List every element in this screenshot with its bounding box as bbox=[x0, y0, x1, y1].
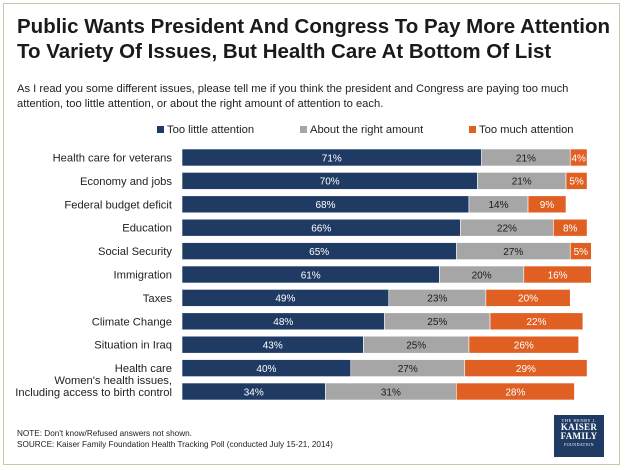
legend-swatch-1 bbox=[157, 126, 164, 133]
bar-segment bbox=[464, 359, 588, 377]
bar-segment bbox=[553, 218, 588, 237]
data-label: 27% bbox=[503, 247, 523, 258]
data-label: 25% bbox=[406, 341, 426, 352]
chart-subtitle: As I read you some different issues, ple… bbox=[17, 83, 569, 110]
category-label: Federal budget deficit bbox=[64, 199, 172, 211]
data-label: 21% bbox=[512, 177, 532, 188]
data-label: 22% bbox=[497, 224, 517, 235]
data-label: 43% bbox=[263, 341, 283, 352]
bar-segment bbox=[523, 265, 592, 284]
data-label: 21% bbox=[516, 153, 536, 164]
bar-segment bbox=[565, 172, 588, 190]
data-label: 20% bbox=[472, 270, 492, 281]
data-label: 71% bbox=[322, 153, 342, 164]
data-label: 49% bbox=[275, 294, 295, 305]
logo-line-2: KAISER bbox=[560, 422, 598, 432]
data-label: 22% bbox=[526, 317, 546, 328]
category-label: Health care bbox=[115, 363, 172, 375]
bar-segment bbox=[569, 242, 592, 260]
legend-label-1: Too little attention bbox=[167, 124, 254, 136]
kff-logo: THE HENRY J. KAISER FAMILY FOUNDATION bbox=[554, 415, 604, 457]
stacked-bar-chart: Too little attention About the right amou… bbox=[15, 124, 592, 401]
bar-segment bbox=[455, 382, 575, 401]
data-label: 20% bbox=[518, 294, 538, 305]
data-label: 26% bbox=[514, 341, 534, 352]
bar-segment bbox=[527, 195, 567, 214]
data-label: 34% bbox=[244, 387, 264, 398]
legend-label-2: About the right amount bbox=[310, 124, 424, 136]
data-label: 29% bbox=[516, 364, 536, 375]
category-label: Health care for veterans bbox=[53, 153, 173, 165]
logo-line-3: FAMILY bbox=[560, 431, 598, 441]
legend-swatch-3 bbox=[469, 126, 476, 133]
data-label: 70% bbox=[320, 177, 340, 188]
data-label: 8% bbox=[563, 224, 578, 235]
data-label: 5% bbox=[574, 247, 589, 258]
category-label: Social Security bbox=[98, 246, 172, 258]
category-label: Education bbox=[122, 223, 172, 235]
category-label: Economy and jobs bbox=[80, 176, 172, 188]
data-label: 27% bbox=[398, 364, 418, 375]
logo-line-4: FOUNDATION bbox=[564, 442, 594, 447]
data-label: 48% bbox=[273, 317, 293, 328]
bar-segment bbox=[485, 289, 571, 307]
data-label: 16% bbox=[548, 270, 568, 281]
data-label: 40% bbox=[256, 364, 276, 375]
data-label: 4% bbox=[571, 153, 586, 164]
data-label: 65% bbox=[309, 247, 329, 258]
category-label: Including access to birth control bbox=[15, 387, 172, 399]
data-label: 66% bbox=[311, 224, 331, 235]
data-label: 23% bbox=[427, 294, 447, 305]
legend-label-3: Too much attention bbox=[479, 124, 574, 136]
category-label: Women's health issues, bbox=[54, 375, 172, 387]
category-label: Immigration bbox=[114, 270, 172, 282]
chart-title: Public Wants President And Congress To P… bbox=[17, 15, 611, 63]
data-label: 25% bbox=[427, 317, 447, 328]
bar-segment bbox=[468, 335, 579, 354]
data-label: 14% bbox=[488, 200, 508, 211]
category-label: Taxes bbox=[143, 293, 173, 305]
category-label: Situation in Iraq bbox=[94, 340, 172, 352]
legend-swatch-2 bbox=[300, 126, 307, 133]
data-label: 31% bbox=[381, 387, 401, 398]
data-label: 68% bbox=[315, 200, 335, 211]
data-label: 61% bbox=[301, 270, 321, 281]
chart-footer: NOTE: Don't know/Refused answers not sho… bbox=[17, 428, 333, 450]
data-label: 9% bbox=[540, 200, 555, 211]
bar-segment bbox=[569, 148, 588, 167]
category-label: Climate Change bbox=[92, 316, 172, 328]
footer-source: SOURCE: Kaiser Family Foundation Health … bbox=[17, 440, 333, 449]
logo-line-1: THE HENRY J. bbox=[561, 418, 597, 423]
footer-note: NOTE: Don't know/Refused answers not sho… bbox=[17, 429, 192, 438]
bar-segment bbox=[489, 312, 584, 331]
data-label: 5% bbox=[569, 177, 584, 188]
data-label: 28% bbox=[505, 387, 525, 398]
